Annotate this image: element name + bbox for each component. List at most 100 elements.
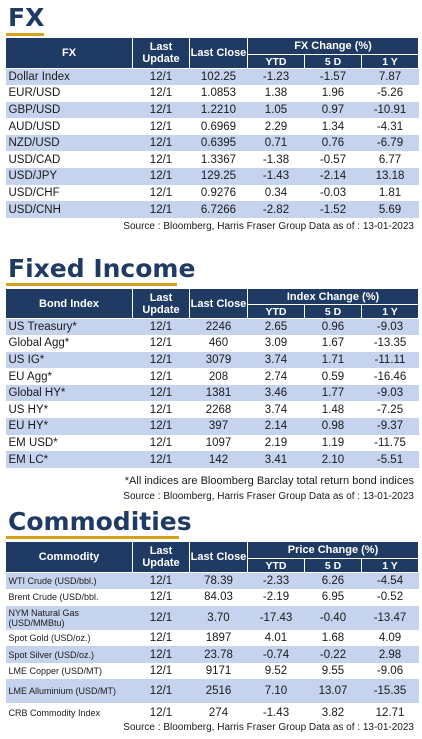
row-5d-cell: 0.97 (304, 101, 362, 119)
row-ytd-cell: 2.29 (264, 120, 288, 133)
row-ytd-cell: 9.52 (264, 665, 288, 678)
column-header-last-close: Last Close (189, 541, 248, 573)
column-header-ytd: YTD (247, 558, 305, 573)
row-5d-cell: -1.52 (304, 201, 362, 218)
column-header-ytd: YTD (247, 54, 305, 69)
row-last-close-cell: 3.70 (189, 605, 248, 630)
row-ytd-cell: 3.46 (247, 384, 305, 402)
row-name-cell: USD/JPY (5, 168, 133, 185)
row-last-update-cell: 12/1 (149, 120, 173, 133)
row-last-update-cell: 12/1 (132, 351, 190, 369)
fx-table: FX Last Update Last Close FX Change (%) … (5, 37, 420, 218)
row-ytd-cell: 0.34 (264, 186, 288, 199)
row-last-update-cell: 12/1 (132, 451, 190, 468)
row-5d-cell: 3.82 (321, 706, 345, 719)
row-last-close-cell: 142 (189, 451, 248, 468)
row-1y-cell: -6.79 (361, 134, 419, 152)
row-name-cell: US Treasury* (5, 318, 133, 336)
row-5d-cell: 1.48 (321, 403, 345, 416)
row-last-update-cell: 12/1 (132, 646, 190, 663)
column-header-change-group: Index Change (%) (246, 288, 420, 305)
table-row: NZD/USD 12/1 0.6395 0.71 0.76 -6.79 (5, 134, 419, 152)
row-name-cell: NZD/USD (5, 134, 133, 152)
row-last-close-cell: 1.3367 (200, 153, 237, 166)
row-name-cell: US IG* (5, 351, 133, 369)
row-last-update-cell: 12/1 (132, 101, 190, 119)
row-ytd-cell: 1.38 (264, 87, 288, 100)
table-row: USD/CAD 12/1 1.3367 -1.38 -0.57 6.77 (6, 151, 419, 168)
commodities-section-title: Commodities (8, 507, 192, 536)
table-row: USD/CHF 12/1 0.9276 0.34 -0.03 1.81 (6, 185, 419, 202)
column-header-name: Commodity (5, 541, 133, 573)
row-last-update-cell: 12/1 (149, 631, 173, 644)
row-1y-cell: -13.35 (373, 337, 407, 350)
row-1y-cell: -11.75 (374, 436, 406, 449)
row-1y-cell: -15.35 (361, 679, 419, 704)
row-name-cell: Brent Crude (USD/bbl. (8, 592, 99, 603)
fixed-income-source-note: Source : Bloomberg, Harris Fraser Group … (123, 491, 414, 502)
row-last-close-cell: 23.78 (189, 646, 248, 663)
row-last-close-cell: 102.25 (189, 68, 248, 86)
row-ytd-cell: 2.74 (264, 370, 288, 383)
row-5d-cell: 9.55 (321, 665, 345, 678)
row-last-update-cell: 12/1 (149, 370, 173, 383)
row-ytd-cell: 3.74 (247, 351, 305, 369)
table-row: CRB Commodity Index 12/1 274 -1.43 3.82 12.71 (6, 703, 419, 722)
row-5d-cell: 1.68 (321, 631, 345, 644)
row-last-close-cell: 274 (208, 706, 229, 719)
row-last-update-cell: 12/1 (132, 605, 190, 630)
table-row: WTI Crude (USD/bbl.) 12/1 78.39 -2.33 6.26 -4… (5, 572, 419, 590)
row-1y-cell: -11.11 (361, 351, 419, 369)
row-1y-cell: 4.09 (378, 631, 402, 644)
row-ytd-cell: 7.10 (247, 679, 305, 704)
row-name-cell: LME Copper (USD/MT) (8, 666, 103, 677)
row-last-close-cell: 0.6969 (200, 120, 237, 133)
row-name-cell: US HY* (8, 403, 49, 416)
column-header-name: FX (5, 37, 133, 69)
row-1y-cell: -9.03 (361, 384, 419, 402)
table-row: USD/JPY 12/1 129.25 -1.43 -2.14 13.18 (5, 168, 419, 185)
fx-title-underline (6, 33, 44, 36)
row-5d-cell: -2.14 (304, 168, 362, 185)
fx-section-title: FX (8, 3, 45, 32)
commodities-title-underline (6, 536, 179, 539)
row-5d-cell: 1.34 (321, 120, 345, 133)
row-last-close-cell: 1897 (205, 631, 232, 644)
row-last-close-cell: 1381 (189, 384, 248, 402)
row-1y-cell: 1.81 (378, 186, 402, 199)
table-row: Spot Silver (USD/oz.) 12/1 23.78 -0.74 -0.22… (5, 646, 419, 663)
row-last-close-cell: 78.39 (189, 572, 248, 590)
row-5d-cell: 13.07 (304, 679, 362, 704)
row-5d-cell: 6.26 (304, 572, 362, 590)
fixed-income-table: Bond Index Last Update Last Close Index … (5, 288, 420, 468)
row-1y-cell: 5.69 (361, 201, 419, 218)
row-last-close-cell: 2516 (189, 679, 248, 704)
row-name-cell: USD/CAD (8, 153, 61, 166)
row-last-close-cell: 0.6395 (189, 134, 248, 152)
row-last-update-cell: 12/1 (149, 337, 173, 350)
row-1y-cell: -0.52 (376, 591, 404, 604)
row-1y-cell: -4.54 (361, 572, 419, 590)
column-header-1y: 1 Y (360, 304, 420, 319)
row-last-close-cell: 460 (208, 337, 229, 350)
table-row: Brent Crude (USD/bbl. 12/1 84.03 -2.19 6.95 -… (6, 589, 419, 606)
column-header-name: Bond Index (5, 288, 133, 319)
row-last-update-cell: 12/1 (132, 68, 190, 86)
row-last-close-cell: 6.7266 (189, 201, 248, 218)
row-ytd-cell: 2.65 (247, 318, 305, 336)
commodities-source-note: Source : Bloomberg, Harris Fraser Group … (123, 722, 414, 733)
row-1y-cell: -7.25 (376, 403, 404, 416)
table-row: US IG* 12/1 3079 3.74 1.71 -11.11 (5, 351, 419, 369)
table-row: EU HY* 12/1 397 2.14 0.98 -9.37 (5, 418, 419, 435)
row-ytd-cell: 2.19 (264, 436, 288, 449)
row-1y-cell: -16.46 (373, 370, 407, 383)
row-name-cell: Spot Silver (USD/oz.) (5, 646, 133, 663)
row-last-close-cell: 129.25 (189, 168, 248, 185)
row-1y-cell: -5.26 (376, 87, 404, 100)
table-row: Global HY* 12/1 1381 3.46 1.77 -9.03 (5, 384, 419, 402)
fixed-income-title-underline (6, 283, 177, 286)
row-5d-cell: -0.03 (319, 186, 347, 199)
row-1y-cell: 13.18 (361, 168, 419, 185)
row-name-cell: AUD/USD (8, 120, 61, 133)
row-name-cell: USD/CNH (5, 201, 133, 218)
